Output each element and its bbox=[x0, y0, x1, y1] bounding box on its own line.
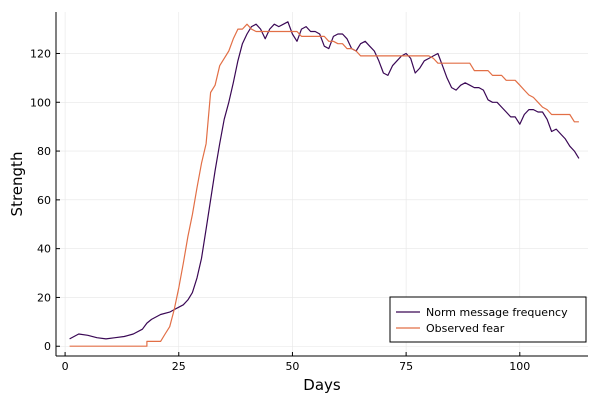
y-axis-label: Strength bbox=[8, 152, 26, 217]
x-tick-label: 100 bbox=[509, 360, 530, 373]
y-tick-label: 20 bbox=[37, 291, 51, 304]
legend: Norm message frequency Observed fear bbox=[389, 296, 587, 343]
legend-box bbox=[389, 296, 587, 343]
legend-entry-2: Observed fear bbox=[426, 322, 505, 335]
y-tick-label: 100 bbox=[30, 96, 51, 109]
y-tick-label: 60 bbox=[37, 194, 51, 207]
tick-labels: 0 25 50 75 100 0 20 40 60 80 100 120 bbox=[30, 47, 530, 373]
x-tick-label: 25 bbox=[172, 360, 186, 373]
y-tick-label: 120 bbox=[30, 47, 51, 60]
y-tick-label: 0 bbox=[44, 340, 51, 353]
x-axis-label: Days bbox=[303, 376, 341, 394]
x-tick-label: 0 bbox=[62, 360, 69, 373]
series-line-1 bbox=[69, 21, 580, 340]
gridlines bbox=[56, 12, 588, 356]
x-tick-label: 75 bbox=[399, 360, 413, 373]
series-line-2 bbox=[69, 23, 579, 347]
axes bbox=[55, 12, 588, 357]
y-tick-label: 80 bbox=[37, 145, 51, 158]
x-tick-label: 50 bbox=[285, 360, 299, 373]
y-tick-label: 40 bbox=[37, 243, 51, 256]
legend-entry-1: Norm message frequency bbox=[426, 306, 568, 319]
series-layer bbox=[69, 21, 580, 347]
